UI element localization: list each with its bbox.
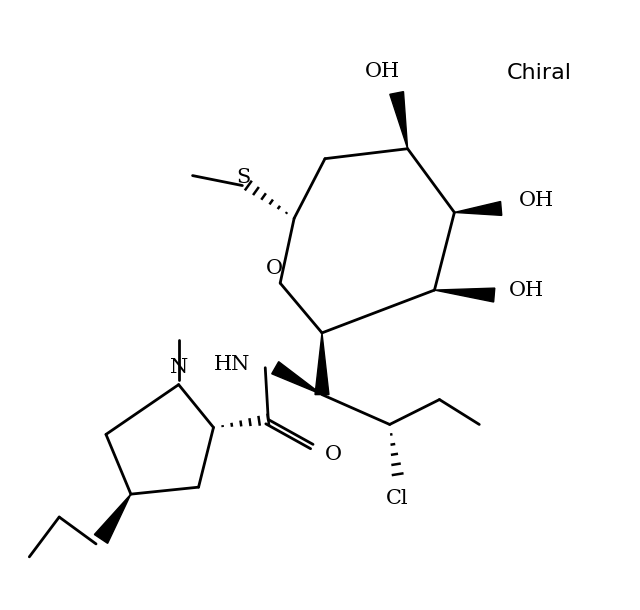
Polygon shape	[390, 92, 408, 149]
Polygon shape	[272, 362, 322, 395]
Text: OH: OH	[519, 191, 554, 210]
Polygon shape	[435, 288, 495, 302]
Polygon shape	[94, 494, 131, 544]
Polygon shape	[454, 201, 502, 215]
Text: O: O	[266, 259, 283, 278]
Text: O: O	[325, 445, 342, 464]
Text: Chiral: Chiral	[507, 63, 572, 83]
Polygon shape	[315, 333, 329, 395]
Text: N: N	[170, 358, 188, 377]
Text: OH: OH	[509, 281, 544, 300]
Text: OH: OH	[365, 62, 400, 81]
Text: HN: HN	[214, 355, 251, 374]
Text: S: S	[236, 168, 250, 187]
Text: Cl: Cl	[387, 489, 409, 508]
